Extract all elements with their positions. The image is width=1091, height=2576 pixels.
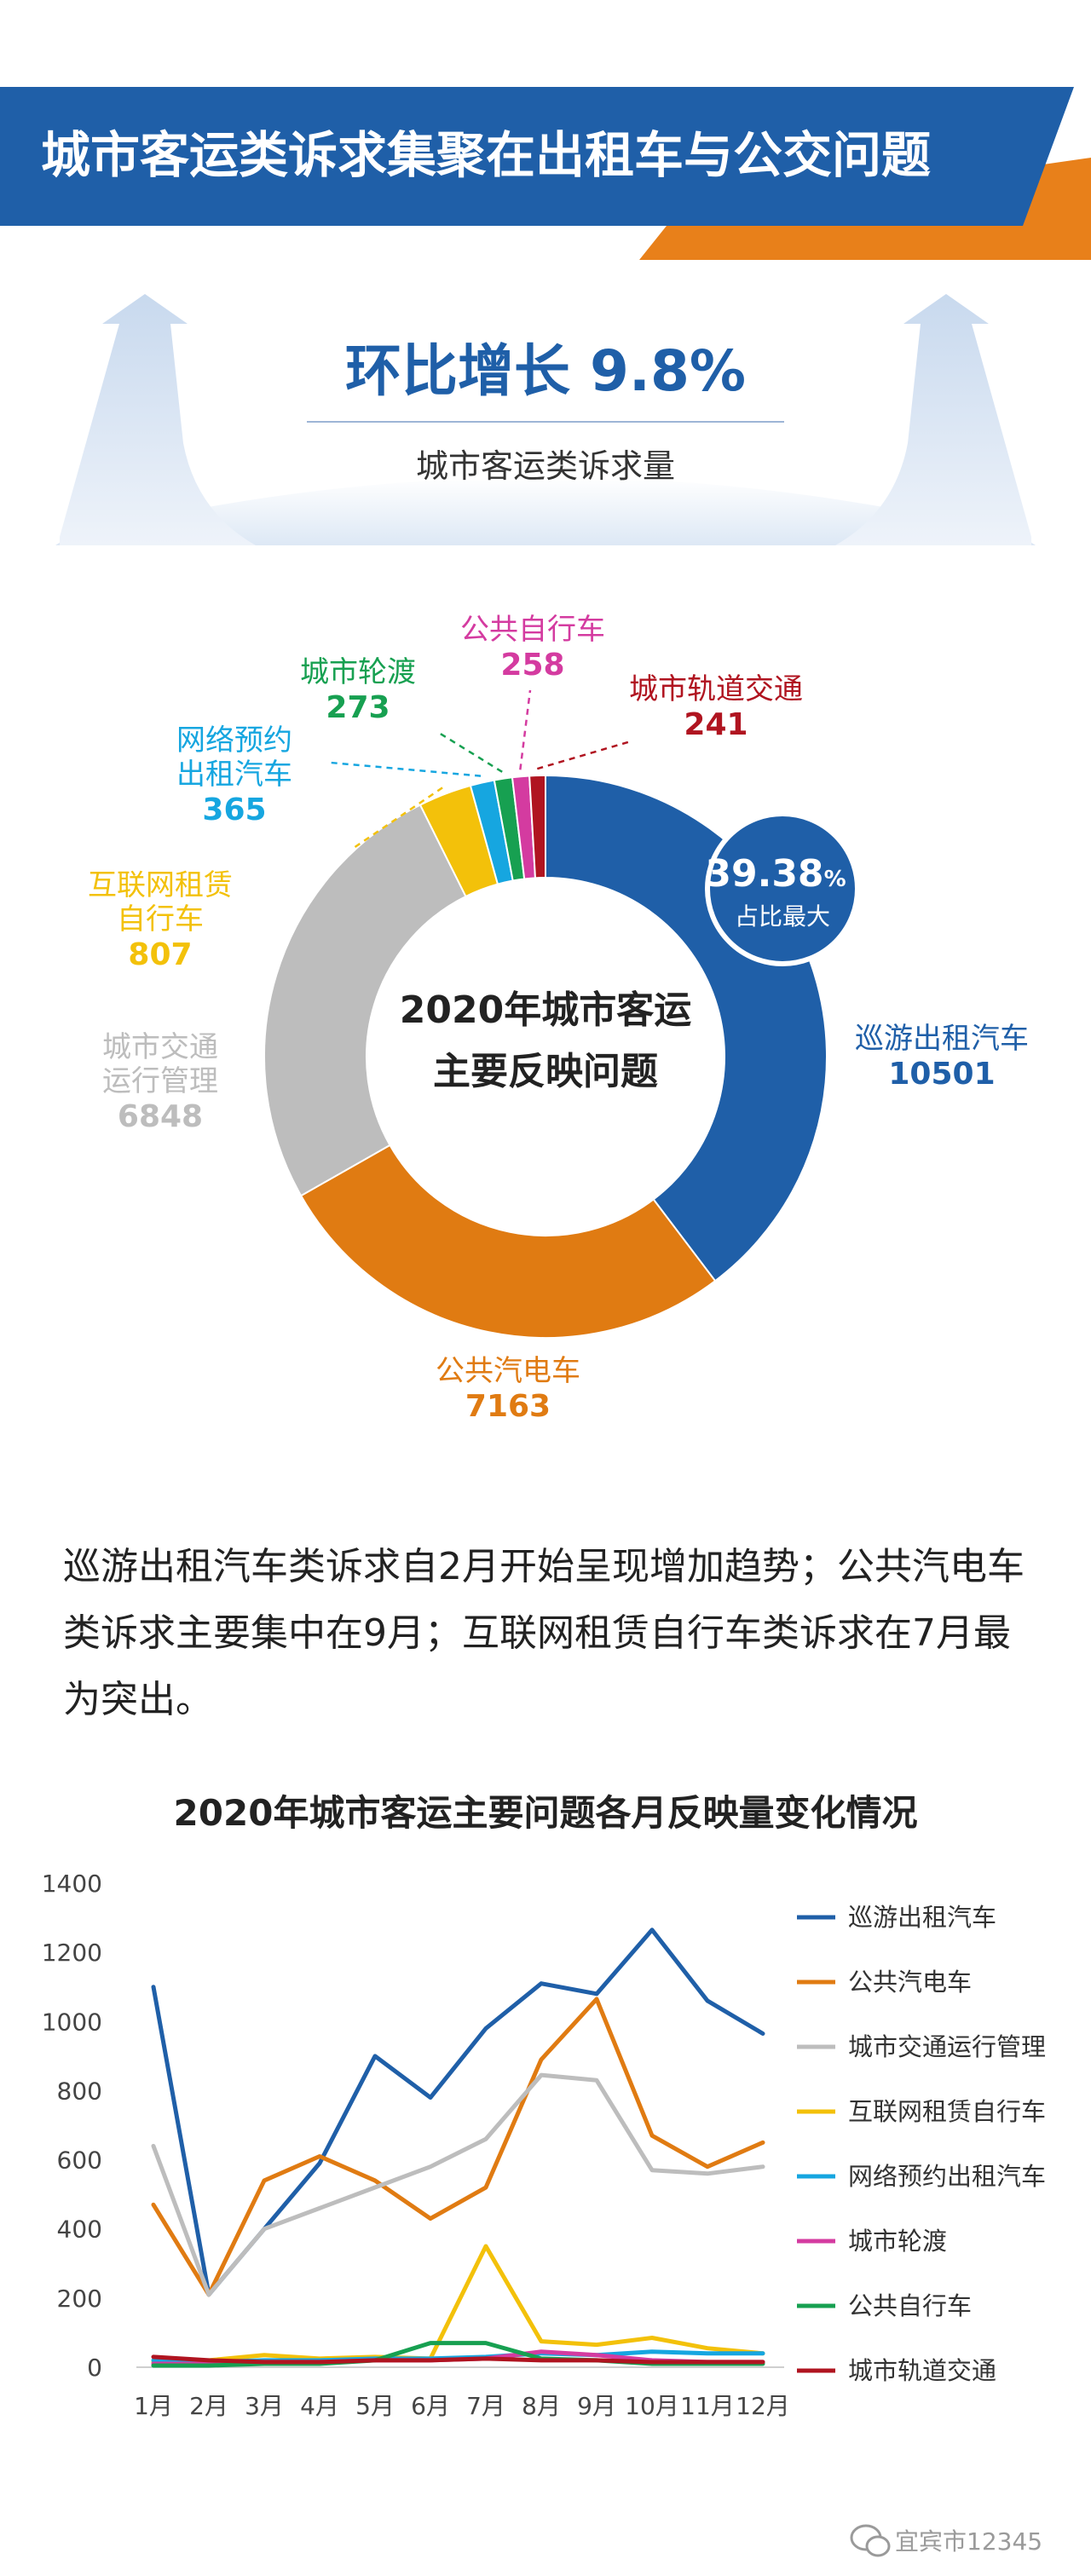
donut-label-name: 巡游出租汽车 xyxy=(855,1022,1029,1056)
watermark: 宜宾市12345 xyxy=(850,2524,1042,2557)
x-tick-label: 5月 xyxy=(355,2392,395,2420)
donut-label-value: 365 xyxy=(202,792,266,827)
y-tick-label: 600 xyxy=(57,2147,102,2175)
legend-label: 公共汽电车 xyxy=(848,1968,972,1997)
growth-base xyxy=(55,477,1036,545)
donut-label-value: 6848 xyxy=(118,1099,203,1134)
x-tick-label: 8月 xyxy=(522,2392,561,2420)
donut-label-name: 网络预约 xyxy=(176,723,292,758)
donut-label-value: 807 xyxy=(128,937,192,972)
donut-label-name: 公共汽电车 xyxy=(436,1354,580,1388)
x-tick-label: 10月 xyxy=(625,2392,679,2420)
growth-headline: 环比增长 9.8% xyxy=(345,338,746,404)
legend-label: 网络预约出租汽车 xyxy=(848,2162,1046,2191)
x-tick-label: 7月 xyxy=(466,2392,505,2420)
donut-segment xyxy=(299,1144,717,1339)
x-tick-label: 12月 xyxy=(736,2392,790,2420)
line-chart: 2020年城市客运主要问题各月反映量变化情况 0 200 400 600 800 1000… xyxy=(42,1792,1046,2420)
legend-label: 巡游出租汽车 xyxy=(848,1903,996,1932)
donut-label-value: 7163 xyxy=(465,1389,551,1424)
legend-label: 城市交通运行管理 xyxy=(848,2032,1046,2061)
y-tick-label: 400 xyxy=(57,2216,102,2244)
donut-label-name: 城市轮渡 xyxy=(300,655,416,689)
donut-label-value: 258 xyxy=(500,648,564,683)
donut-label-name: 互联网租赁 xyxy=(88,868,233,902)
legend-label: 公共自行车 xyxy=(848,2291,972,2320)
donut-label-value: 273 xyxy=(326,690,390,725)
series-line xyxy=(151,1928,765,2297)
legend-label: 城市轮渡 xyxy=(848,2227,947,2256)
y-tick-label: 800 xyxy=(57,2077,102,2105)
donut-center-line1: 2020年城市客运 xyxy=(400,988,691,1032)
donut-label-name: 出租汽车 xyxy=(176,758,292,792)
y-tick-label: 1200 xyxy=(42,1939,102,1967)
right-up-arrow-icon xyxy=(835,294,1031,545)
growth-panel: 环比增长 9.8% 城市客运类诉求量 xyxy=(55,294,1036,545)
donut-label-name: 城市轨道交通 xyxy=(629,672,803,706)
left-up-arrow-icon xyxy=(60,294,256,545)
watermark-text: 宜宾市12345 xyxy=(895,2527,1042,2556)
donut-leader-line xyxy=(536,740,632,770)
donut-label-value: 10501 xyxy=(888,1057,995,1092)
donut-label-name: 运行管理 xyxy=(102,1064,218,1098)
banner-blue-bar xyxy=(0,87,1074,226)
donut-label-value: 241 xyxy=(684,707,748,742)
x-tick-label: 3月 xyxy=(245,2392,284,2420)
x-tick-label: 1月 xyxy=(134,2392,173,2420)
donut-label-name: 自行车 xyxy=(117,902,204,936)
donut-leader-line xyxy=(353,787,443,850)
highlight-caption: 占比最大 xyxy=(735,902,830,931)
legend-label: 城市轨道交通 xyxy=(848,2356,996,2385)
y-tick-label: 200 xyxy=(57,2285,102,2313)
donut-leader-line xyxy=(330,761,482,777)
wechat-icon xyxy=(850,2524,891,2557)
header-banner: 城市客运类诉求集聚在出租车与公交问题 xyxy=(0,87,1091,260)
donut-segment xyxy=(528,774,546,879)
y-tick-label: 1000 xyxy=(42,2008,102,2036)
series-line xyxy=(151,2354,765,2365)
series-line xyxy=(151,1997,765,2297)
donut-leader-line xyxy=(438,731,503,773)
x-tick-label: 6月 xyxy=(411,2392,450,2420)
legend-label: 互联网租赁自行车 xyxy=(848,2097,1046,2126)
page-title: 城市客运类诉求集聚在出租车与公交问题 xyxy=(41,126,931,184)
donut-leader-line xyxy=(519,689,532,770)
series-line xyxy=(151,2244,765,2365)
highlight-percent: 39.38% xyxy=(705,852,846,896)
y-tick-label: 1400 xyxy=(42,1870,102,1898)
series-line xyxy=(151,2072,765,2297)
donut-center-line2: 主要反映问题 xyxy=(433,1050,658,1093)
line-chart-title: 2020年城市客运主要问题各月反映量变化情况 xyxy=(174,1792,918,1834)
y-tick-label: 0 xyxy=(87,2354,102,2382)
donut-label-name: 城市交通 xyxy=(102,1030,218,1064)
donut-label-name: 公共自行车 xyxy=(460,613,605,647)
summary-paragraph: 巡游出租汽车类诉求自2月开始呈现增加趋势；公共汽电车类诉求主要集中在9月；互联网… xyxy=(63,1545,1025,1721)
highlight-badge xyxy=(705,811,860,966)
x-tick-label: 9月 xyxy=(577,2392,616,2420)
growth-subtitle: 城市客运类诉求量 xyxy=(416,447,675,485)
x-tick-label: 4月 xyxy=(300,2392,339,2420)
x-tick-label: 11月 xyxy=(680,2392,735,2420)
x-tick-label: 2月 xyxy=(189,2392,228,2420)
